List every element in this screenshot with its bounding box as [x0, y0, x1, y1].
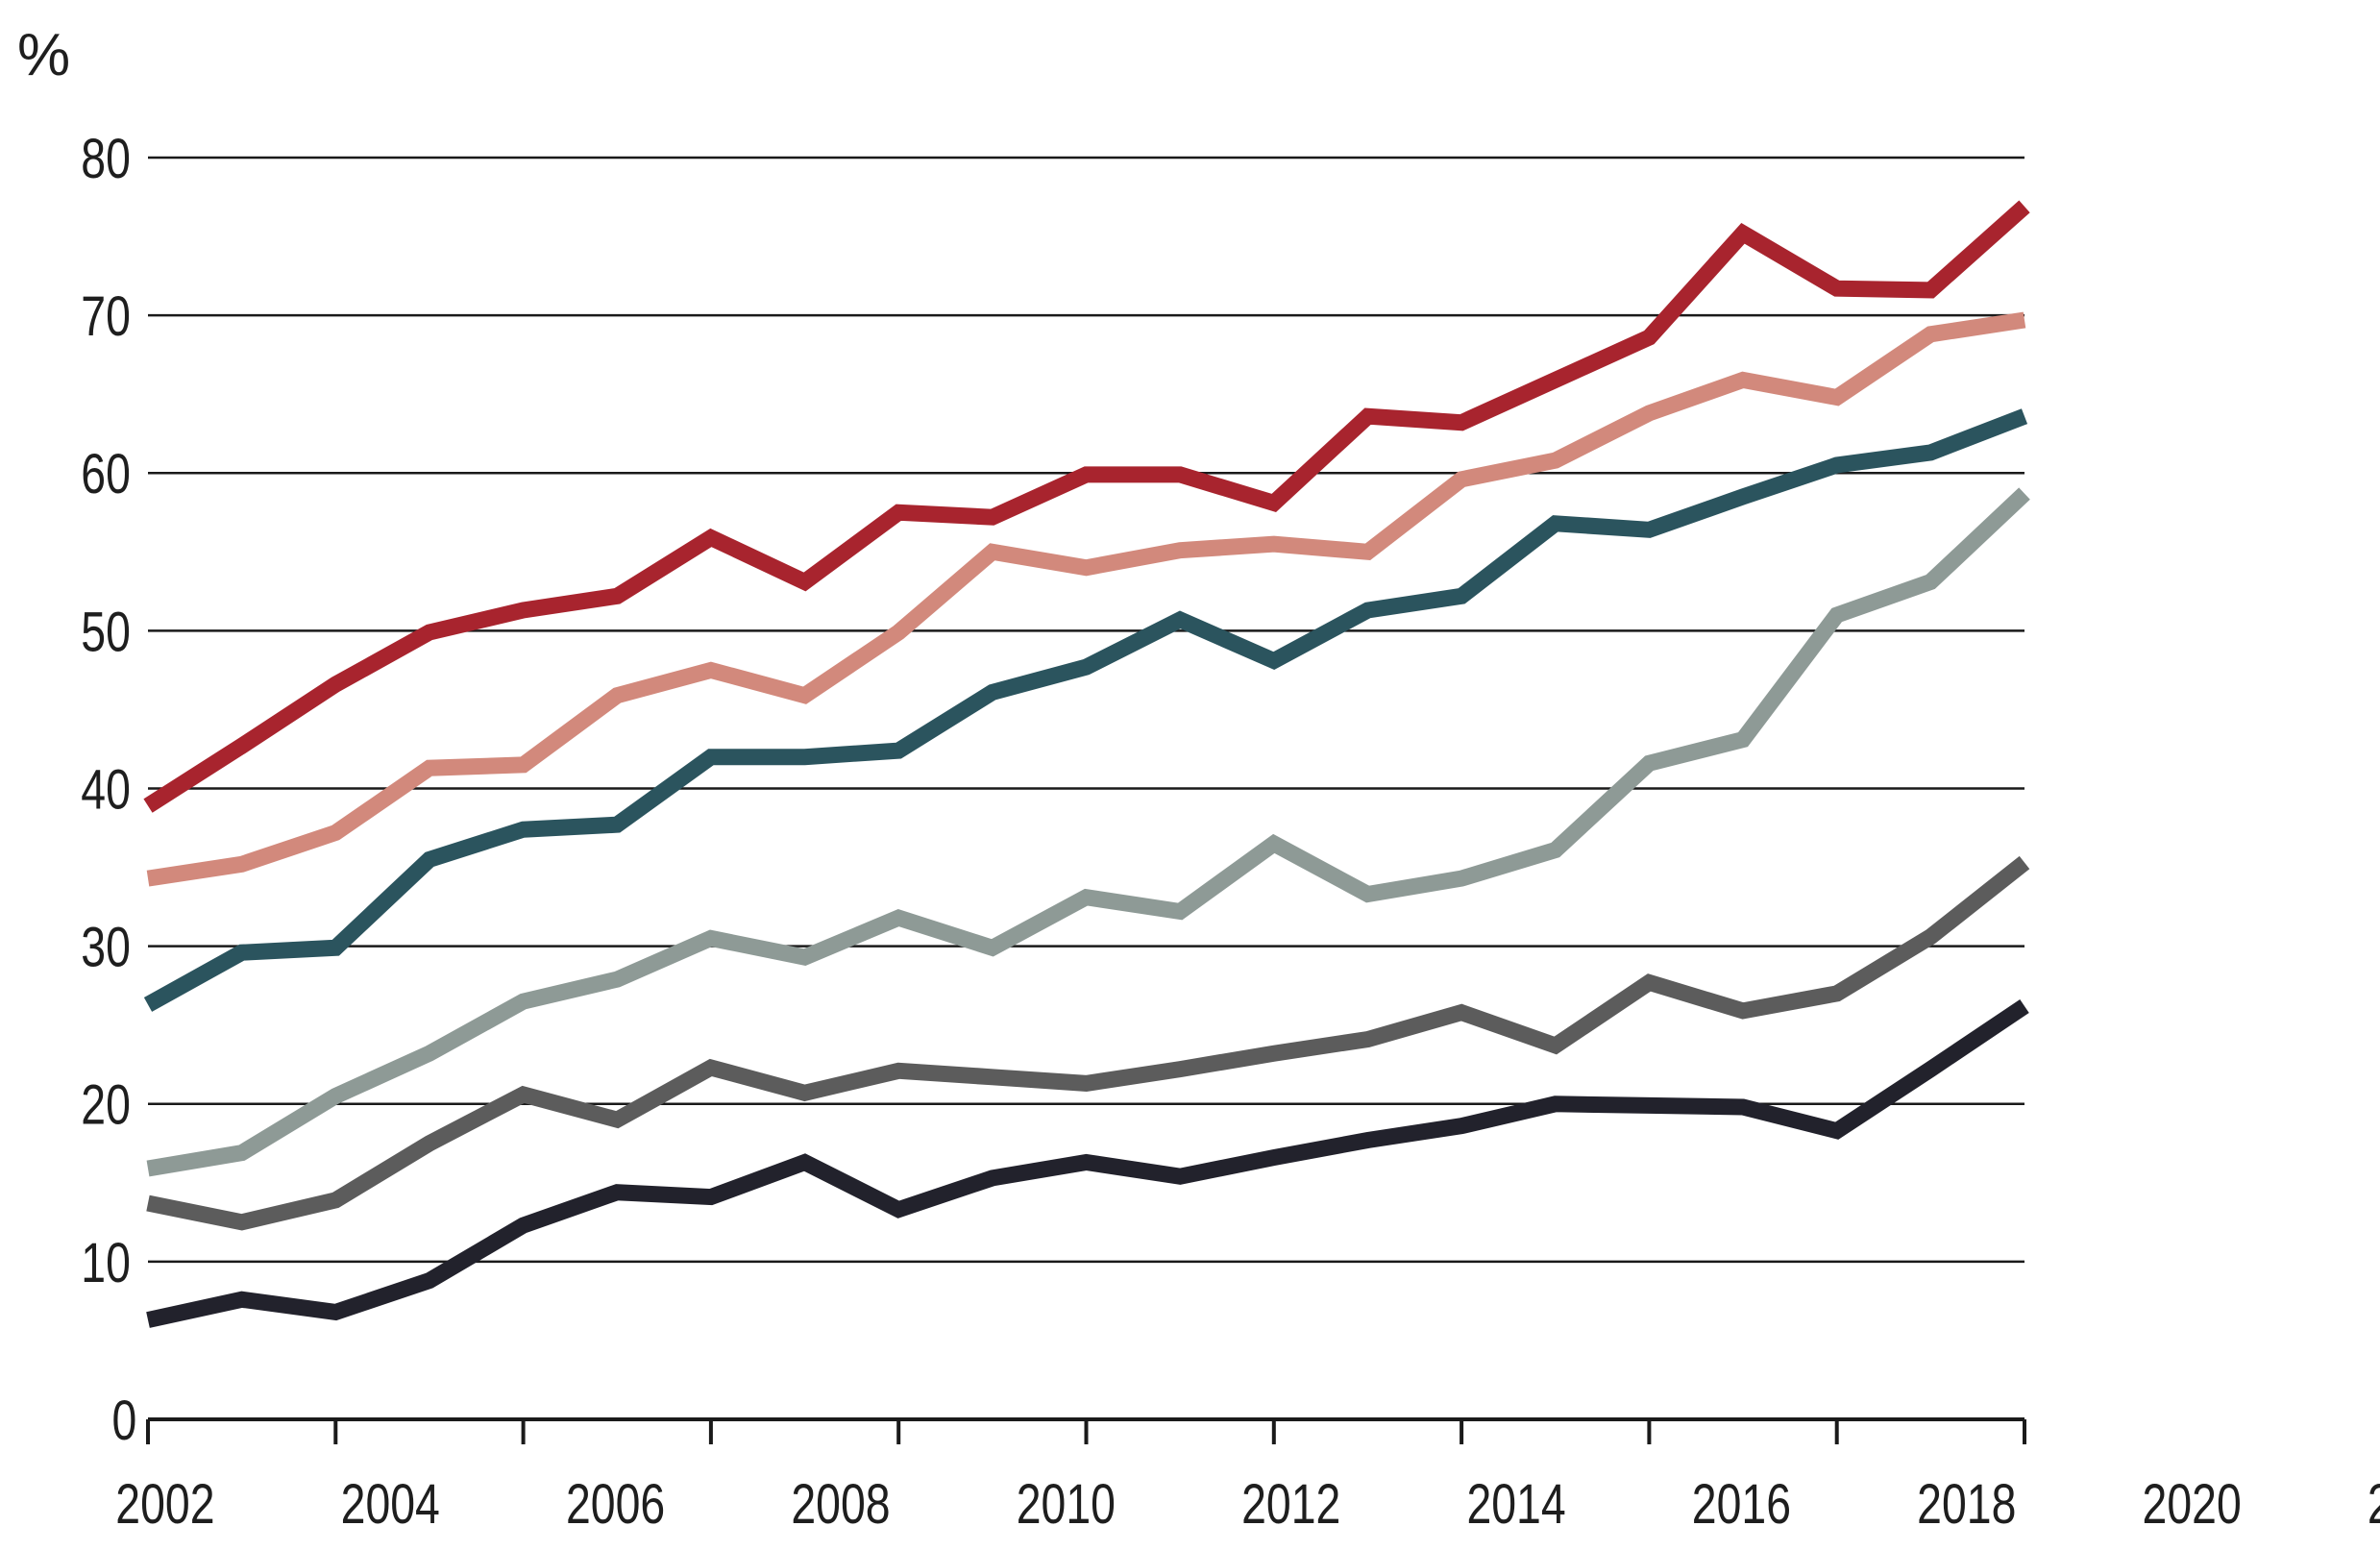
x-tick-label-2006: 2006 [566, 1473, 665, 1536]
series-line-60v [143, 200, 2030, 813]
x-tick-label-2002: 2002 [115, 1473, 214, 1536]
series-line-64-v [146, 855, 2030, 1231]
x-tick-label-2018: 2018 [1917, 1473, 2016, 1536]
y-tick-label-50: 50 [81, 601, 131, 663]
y-tick-label-80: 80 [81, 128, 131, 190]
series-line-62-v [143, 408, 2028, 1012]
y-tick-label-10: 10 [81, 1232, 131, 1294]
y-tick-label-40: 40 [81, 759, 131, 822]
axes [146, 1417, 2026, 1444]
x-tick-label-2014: 2014 [1466, 1473, 1565, 1536]
y-tick-label-60: 60 [81, 443, 131, 505]
y-tick-label-20: 20 [81, 1074, 131, 1137]
x-tick-label-2012: 2012 [1241, 1473, 1340, 1536]
series-line-65-v [146, 998, 2029, 1328]
x-tick-label-2022: 2022 [2368, 1473, 2380, 1536]
y-tick-labels: 0 10 20 30 40 50 60 70 80 [81, 128, 136, 1452]
series-line-63-v [146, 487, 2030, 1177]
series-lines [143, 200, 2030, 1328]
x-tick-label-2008: 2008 [791, 1473, 890, 1536]
gridlines [148, 156, 2024, 1264]
y-tick-label-30: 30 [81, 917, 131, 979]
y-tick-label-0: 0 [112, 1390, 137, 1452]
x-tick-label-2010: 2010 [1017, 1473, 1116, 1536]
x-tick-label-2004: 2004 [341, 1473, 440, 1536]
y-tick-label-70: 70 [81, 285, 131, 348]
x-tick-label-2016: 2016 [1692, 1473, 1791, 1536]
series-line-61-v [146, 311, 2026, 887]
y-axis-unit-label: % [17, 22, 70, 88]
x-tick-label-2020: 2020 [2143, 1473, 2242, 1536]
x-tick-labels: 2002 2004 2006 2008 2010 2012 2014 2016 2018 2020… [115, 1473, 2380, 1536]
